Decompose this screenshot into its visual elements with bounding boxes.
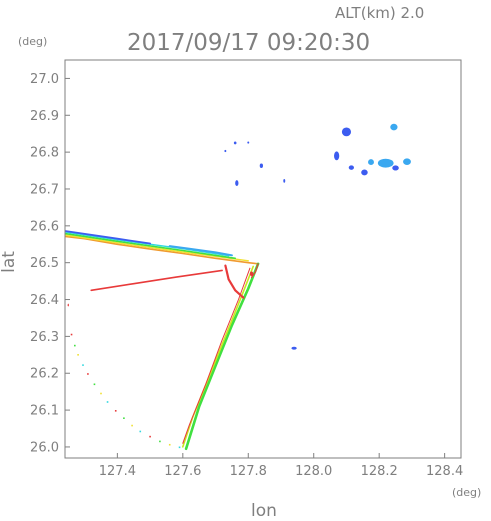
echo-band-2 xyxy=(65,232,236,260)
y-tick-label-3: 26.3 xyxy=(30,330,59,345)
echo-cell-9 xyxy=(291,346,297,350)
y-unit-label: (deg) xyxy=(18,35,47,48)
echo-band-1 xyxy=(65,234,249,262)
range-arc-dot-5 xyxy=(93,383,96,386)
echo-band-7 xyxy=(182,265,254,448)
y-tick-label-10: 27.0 xyxy=(30,72,59,87)
echo-cell-6 xyxy=(348,165,354,170)
echo-cell-15 xyxy=(283,179,286,183)
range-arc-dot-6 xyxy=(100,392,102,395)
range-arc-dot-14 xyxy=(168,443,171,446)
range-arc-dot-9 xyxy=(123,417,125,419)
echo-cell-11 xyxy=(224,149,227,153)
x-tick-label-0: 127.4 xyxy=(99,464,136,479)
echo-band-5 xyxy=(168,245,233,257)
y-axis-label: lat xyxy=(0,251,19,273)
echo-cell-4 xyxy=(368,159,374,166)
echo-cell-1 xyxy=(390,123,398,131)
x-tick-label-2: 127.8 xyxy=(230,464,267,479)
x-unit-label: (deg) xyxy=(452,486,481,499)
x-tick-label-4: 128.2 xyxy=(361,464,398,479)
echo-cell-12 xyxy=(247,141,250,144)
echo-cell-14 xyxy=(235,180,239,187)
y-tick-label-9: 26.9 xyxy=(30,109,59,124)
x-tick-label-1: 127.6 xyxy=(164,464,201,479)
y-tick-label-0: 26.0 xyxy=(30,440,59,455)
x-tick-label-3: 128.0 xyxy=(295,464,332,479)
echo-band-9 xyxy=(250,263,259,278)
range-arc-dot-1 xyxy=(74,344,76,347)
echo-cell-8 xyxy=(392,165,399,171)
range-arc-dot-3 xyxy=(82,364,84,366)
echo-band-10 xyxy=(90,269,223,292)
echo-band-11 xyxy=(224,264,245,299)
y-tick-label-1: 26.1 xyxy=(30,404,59,419)
range-arc-dot-4 xyxy=(87,373,89,375)
chart-title: 2017/09/17 09:20:30 xyxy=(127,30,370,56)
range-arc-dot-10 xyxy=(131,424,133,427)
axis-ticks: 127.4 127.6 127.8 128.0 128.2 128.4 26.0 26.1 26… xyxy=(30,72,463,479)
range-arc-dot-8 xyxy=(114,410,117,412)
y-tick-label-8: 26.8 xyxy=(30,146,59,161)
echo-cell-17 xyxy=(249,271,254,276)
range-arc-dot-12 xyxy=(149,435,151,438)
echo-cell-3 xyxy=(377,158,394,168)
y-tick-label-5: 26.5 xyxy=(30,256,59,271)
x-axis-label: lon xyxy=(251,501,277,521)
range-arc-dot-0 xyxy=(70,333,73,336)
range-arc-dot-15 xyxy=(178,446,181,449)
echo-cell-13 xyxy=(259,163,264,168)
y-tick-label-7: 26.7 xyxy=(30,182,59,197)
echo-cell-10 xyxy=(233,141,237,145)
echo-cell-7 xyxy=(361,169,368,176)
echo-cell-5 xyxy=(403,158,411,166)
echo-cell-2 xyxy=(334,151,340,161)
altitude-label: ALT(km) 2.0 xyxy=(335,4,424,22)
range-arc-dot-11 xyxy=(139,430,142,433)
range-arc-dot-2 xyxy=(77,354,79,356)
plot-area xyxy=(65,123,411,451)
range-arc-dot-13 xyxy=(159,440,161,443)
y-tick-label-2: 26.2 xyxy=(30,367,59,382)
y-tick-label-4: 26.4 xyxy=(30,293,59,308)
echo-band-0 xyxy=(65,235,259,265)
x-tick-label-5: 128.4 xyxy=(426,464,463,479)
echo-cell-0 xyxy=(341,127,352,137)
echo-band-6 xyxy=(184,262,260,451)
range-arc-dot-7 xyxy=(106,401,109,403)
echo-cell-16 xyxy=(67,303,69,307)
echo-band-4 xyxy=(65,230,151,245)
y-tick-label-6: 26.6 xyxy=(30,219,59,234)
plot-frame xyxy=(64,59,462,459)
